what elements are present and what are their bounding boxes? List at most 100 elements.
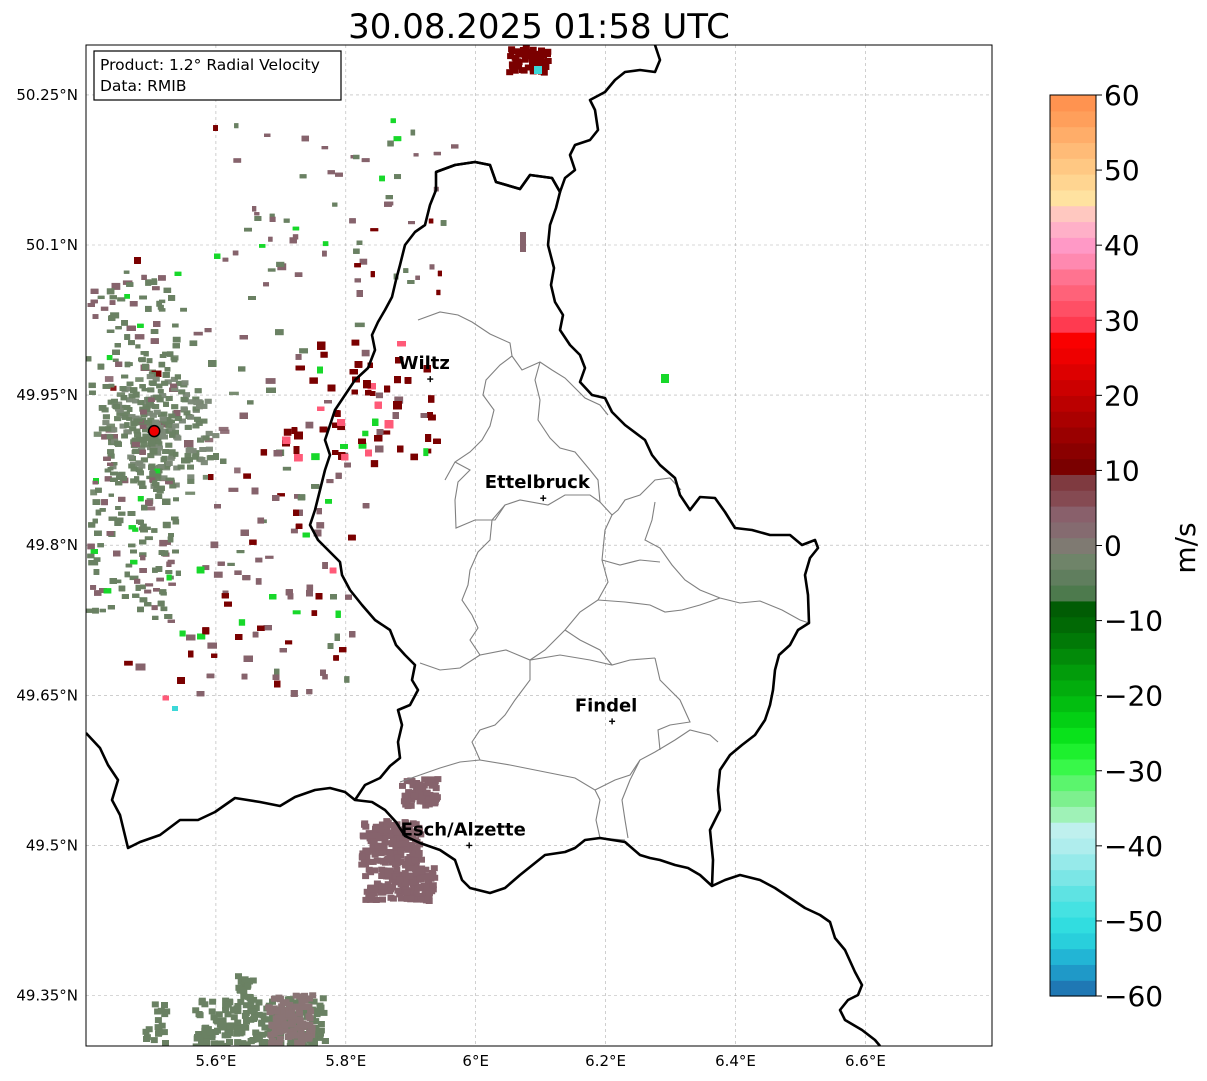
echo-cell — [141, 504, 148, 511]
echo-cell — [393, 841, 401, 848]
echo-cell — [166, 561, 172, 567]
echo-cell — [159, 589, 167, 595]
echo-cell — [135, 584, 141, 591]
echo-cell — [134, 476, 140, 482]
echo-cell — [219, 1024, 227, 1031]
echo-cell — [152, 286, 160, 291]
echo-cell — [121, 594, 129, 599]
echo-cell — [153, 321, 161, 327]
echo-cell — [386, 850, 394, 857]
echo-cell — [161, 434, 168, 440]
echo-cell — [403, 797, 411, 804]
echo-cell — [394, 396, 404, 404]
echo-cell — [255, 578, 262, 585]
echo-cell — [306, 1021, 314, 1028]
echo-cell — [324, 400, 332, 404]
echo-cell — [217, 1040, 225, 1046]
echo-cell — [88, 382, 96, 389]
echo-cell — [107, 449, 115, 455]
echo-cell — [429, 264, 435, 270]
echo-cell — [162, 464, 170, 469]
echo-cell — [221, 1032, 229, 1039]
echo-cell — [196, 404, 203, 410]
echo-cell — [128, 543, 136, 548]
echo-cell — [429, 882, 437, 889]
echo-cell — [140, 555, 146, 561]
echo-cell — [290, 1027, 298, 1034]
echo-cell — [326, 479, 334, 484]
echo-cell — [301, 997, 309, 1004]
echo-cell — [378, 873, 386, 879]
echo-cell — [140, 457, 148, 463]
echo-cell — [317, 341, 326, 350]
echo-cell — [203, 1036, 211, 1043]
echo-cell — [334, 410, 340, 416]
echo-cell — [264, 133, 271, 137]
echo-cell — [155, 566, 163, 572]
echo-cell — [307, 1008, 315, 1015]
echo-cell — [391, 850, 399, 857]
echo-cell — [126, 417, 133, 421]
echo-cell — [283, 218, 290, 223]
echo-cell — [351, 389, 358, 395]
echo-cell — [398, 889, 405, 896]
echo-cell — [287, 593, 294, 600]
echo-cell — [522, 45, 530, 51]
echo-cell — [230, 1014, 238, 1021]
echo-cell — [241, 1012, 249, 1019]
echo-cell — [150, 329, 159, 334]
echo-cell — [106, 434, 114, 440]
echo-cell — [137, 496, 144, 502]
echo-cell — [254, 212, 260, 216]
echo-cell — [92, 607, 99, 614]
echo-cell — [358, 853, 366, 860]
echo-cell — [232, 250, 239, 256]
echo-cell — [106, 329, 115, 333]
echo-cell — [202, 565, 210, 571]
echo-cell — [154, 1008, 162, 1015]
echo-cell — [146, 410, 153, 416]
echo-cell — [171, 386, 179, 392]
echo-cell — [291, 1017, 299, 1024]
echo-cell — [306, 590, 313, 597]
echo-cell — [154, 473, 162, 479]
echo-cell — [213, 571, 223, 578]
echo-cell — [184, 453, 192, 458]
echo-cell — [114, 343, 121, 348]
echo-cell — [428, 414, 436, 421]
echo-cell — [184, 440, 194, 448]
echo-cell — [393, 845, 401, 852]
echo-cell — [536, 60, 544, 67]
echo-cell — [377, 889, 385, 896]
echo-cell — [384, 855, 392, 862]
echo-cell — [111, 282, 121, 290]
echo-cell — [115, 506, 121, 510]
echo-cell — [134, 578, 141, 584]
echo-cell — [301, 135, 310, 142]
echo-cell — [162, 498, 171, 505]
echo-cell — [407, 859, 415, 866]
echo-cell — [367, 869, 375, 876]
echo-cell — [130, 421, 138, 427]
echo-cell — [178, 389, 186, 395]
echo-cell — [370, 460, 379, 468]
echo-cell — [214, 504, 221, 509]
echo-cell — [150, 448, 158, 454]
echo-cell — [374, 401, 382, 409]
echo-cell — [272, 674, 280, 680]
echo-cell — [159, 354, 167, 358]
echo-cell — [123, 270, 130, 274]
echo-cell — [107, 453, 115, 459]
echo-cell — [423, 365, 431, 373]
echo-cell — [228, 487, 239, 492]
echo-cell — [369, 858, 377, 865]
echo-cell — [294, 1039, 302, 1046]
echo-cell — [299, 348, 309, 354]
echo-cell — [217, 561, 225, 566]
echo-cell — [162, 351, 170, 357]
echo-cell — [137, 400, 145, 406]
echo-cell — [340, 444, 348, 449]
echo-cell — [131, 449, 140, 454]
echo-cell — [234, 467, 241, 474]
echo-cell — [311, 484, 320, 489]
